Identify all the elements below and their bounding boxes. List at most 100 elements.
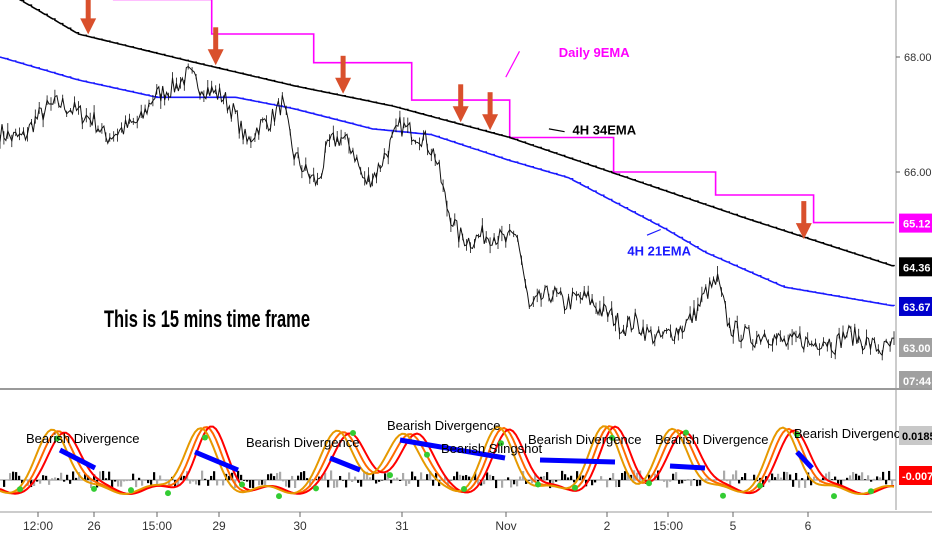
histogram-bar — [333, 480, 336, 488]
histogram-bar — [834, 476, 837, 480]
down-arrow-icon — [795, 201, 812, 240]
histogram-bar — [798, 480, 801, 488]
histogram-bar — [21, 480, 24, 484]
histogram-bar — [474, 472, 477, 480]
histogram-bar — [36, 480, 39, 482]
histogram-bar — [750, 479, 753, 480]
histogram-bar — [156, 480, 159, 486]
histogram-bar — [786, 471, 789, 480]
histogram-bar — [864, 479, 867, 480]
oscillator-dot — [128, 487, 134, 494]
histogram-bar — [624, 471, 627, 480]
arrow-head — [80, 18, 97, 35]
oscillator-dot — [461, 485, 467, 492]
oscillator-dot — [91, 485, 97, 492]
histogram-bar — [882, 471, 885, 480]
price-label-bg — [899, 257, 932, 277]
histogram-bar — [636, 472, 639, 480]
price-label-text: 64.36 — [903, 262, 931, 274]
histogram-bar — [69, 480, 72, 484]
histogram-bar — [129, 480, 132, 481]
ema-annotation: Daily 9EMA — [505, 45, 630, 78]
histogram-bar — [558, 479, 561, 480]
oscillator-dot — [276, 493, 282, 500]
oscillator-dot — [535, 481, 541, 488]
divergence-line — [329, 455, 361, 473]
histogram-bar — [18, 475, 21, 480]
histogram-bar — [318, 476, 321, 480]
histogram-bar — [768, 480, 771, 483]
histogram-bar — [420, 472, 423, 480]
down-arrow-icon — [80, 0, 97, 35]
histogram-bar — [582, 475, 585, 480]
divergence-line — [539, 457, 616, 465]
histogram-bar — [675, 472, 678, 480]
arrow-head — [795, 223, 812, 240]
price-label-text: 65.12 — [903, 219, 931, 231]
histogram-bar — [606, 480, 609, 488]
histogram-bar — [336, 480, 339, 488]
down-arrow-icon — [207, 27, 224, 66]
histogram-bar — [345, 480, 348, 488]
oscillator-dot — [202, 434, 208, 441]
arrow-shaft — [458, 84, 464, 111]
x-tick-label: 30 — [293, 519, 307, 533]
x-tick-label: 6 — [805, 519, 812, 533]
oscillator-panel: Bearish Divergence Bearish DivergenceBear… — [0, 390, 932, 510]
histogram-bar — [63, 480, 66, 482]
histogram-bar — [516, 480, 519, 487]
histogram-bar — [492, 476, 495, 480]
histogram-bar — [462, 475, 465, 480]
histogram-bar — [618, 480, 621, 488]
histogram-bar — [546, 472, 549, 480]
histogram-bar — [267, 474, 270, 480]
histogram-bar — [414, 476, 417, 480]
histogram-bar — [402, 472, 405, 480]
histogram-bar — [246, 480, 249, 482]
histogram-bar — [780, 477, 783, 480]
histogram-bar — [144, 480, 147, 481]
x-tick-label: 15:00 — [142, 519, 172, 533]
histogram-bar — [513, 480, 516, 485]
histogram-bar — [693, 479, 696, 480]
histogram-bar — [525, 480, 528, 484]
oscillator-value-text: 0.0185 — [902, 431, 932, 443]
histogram-bar — [369, 477, 372, 480]
histogram-bar — [885, 480, 888, 485]
oscillator-dot — [646, 480, 652, 487]
histogram-bar — [417, 480, 420, 487]
price-label: 63.67 — [899, 296, 932, 316]
histogram-bar — [486, 472, 489, 480]
histogram-bar — [282, 480, 285, 482]
histogram-bar — [228, 475, 231, 480]
price-label-text: 07:44 — [903, 376, 932, 388]
histogram-bar — [381, 480, 384, 481]
histogram-bar — [543, 475, 546, 480]
histogram-bar — [678, 480, 681, 484]
histogram-bar — [351, 480, 354, 482]
arrow-head — [335, 77, 352, 94]
histogram-bar — [537, 480, 540, 482]
histogram-bar — [108, 471, 111, 480]
histogram-bar — [648, 474, 651, 480]
histogram-bar — [840, 480, 843, 487]
divergence-line — [58, 447, 97, 471]
oscillator-dot — [165, 490, 171, 497]
histogram-bar — [150, 480, 153, 485]
histogram-bar — [375, 480, 378, 484]
x-tick-label: 15:00 — [653, 519, 683, 533]
histogram-bar — [729, 480, 732, 487]
histogram-bar — [444, 476, 447, 480]
histogram-bar — [465, 475, 468, 480]
histogram-bar — [621, 472, 624, 480]
oscillator-dot — [313, 485, 319, 492]
histogram-bar — [366, 471, 369, 480]
annotation-pointer — [548, 128, 565, 133]
divergence-line — [795, 450, 814, 470]
histogram-bar — [456, 471, 459, 480]
histogram-bar — [300, 472, 303, 480]
histogram-bar — [891, 480, 894, 485]
histogram-bar — [342, 480, 345, 481]
histogram-bar — [192, 480, 195, 482]
histogram-bar — [738, 480, 741, 484]
